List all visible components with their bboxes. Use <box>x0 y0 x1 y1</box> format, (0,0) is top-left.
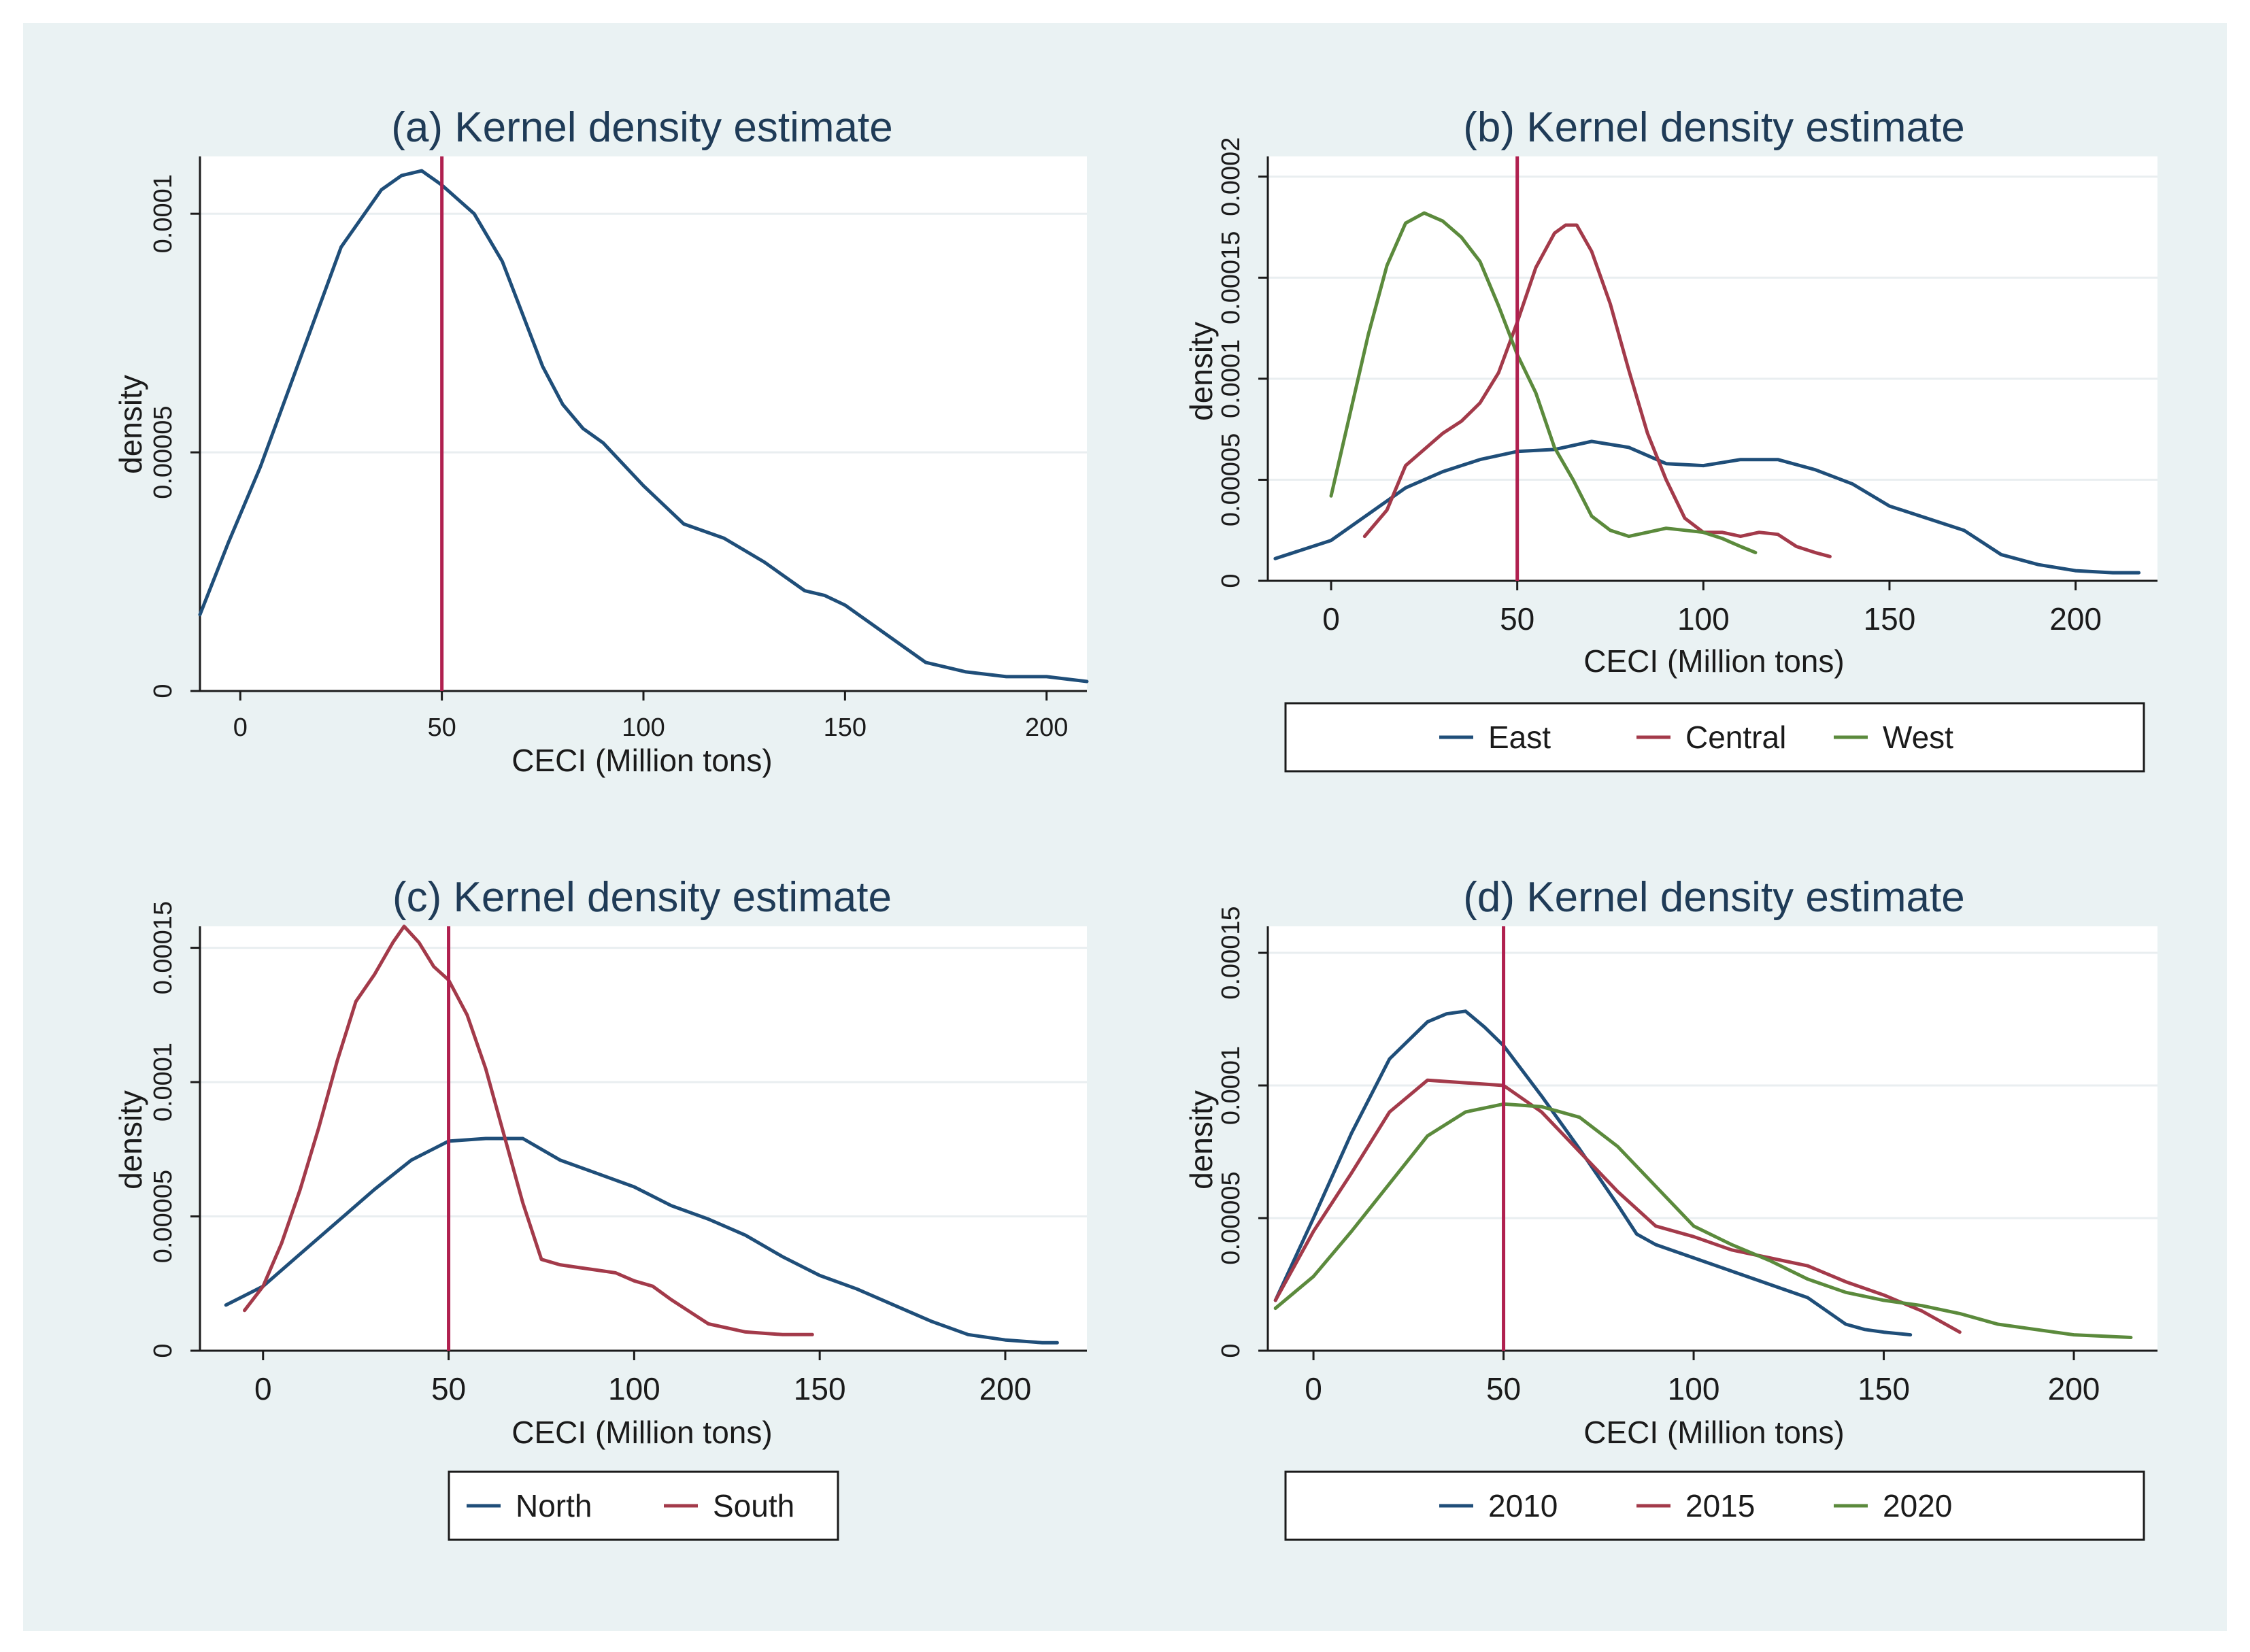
legend-label-2020: 2020 <box>1883 1488 1952 1523</box>
panel-c-plot-area <box>200 926 1087 1351</box>
x-tick-label: 0 <box>233 713 248 742</box>
x-tick-label: 100 <box>608 1371 660 1406</box>
series-line-central <box>1362 223 1832 558</box>
panel-a-plot-area <box>200 156 1087 691</box>
y-tick-label: 0.0001 <box>1217 339 1245 418</box>
x-tick-label: 100 <box>1677 601 1730 637</box>
panel-d-ylabel: density <box>1183 1090 1219 1190</box>
x-tick-label: 0 <box>1305 1371 1322 1406</box>
x-tick-label: 100 <box>1668 1371 1720 1406</box>
panel-b-ylabel: density <box>1183 322 1219 421</box>
x-tick-label: 0 <box>254 1371 272 1406</box>
legend-label-south: South <box>713 1488 794 1523</box>
legend-label-2010: 2010 <box>1488 1488 1558 1523</box>
x-tick-label: 0 <box>1322 601 1340 637</box>
panel-c-legend <box>448 1470 839 1541</box>
x-tick-label: 150 <box>794 1371 846 1406</box>
x-tick-label: 50 <box>431 1371 466 1406</box>
y-tick-label: 0.00015 <box>149 901 178 994</box>
series-line-south <box>243 924 814 1336</box>
panel-b: (b) Kernel density estimate CECI (Millio… <box>1183 104 2157 773</box>
panel-a: (a) Kernel density estimate CECI (Millio… <box>113 104 1089 778</box>
panel-d: (d) Kernel density estimate CECI (Millio… <box>1183 874 2157 1541</box>
panel-b-plot-area <box>1268 156 2157 581</box>
x-tick-label: 200 <box>979 1371 1032 1406</box>
x-tick-label: 200 <box>2048 1371 2100 1406</box>
panel-c: (c) Kernel density estimate CECI (Millio… <box>113 874 1087 1541</box>
panel-c-title: (c) Kernel density estimate <box>392 874 892 921</box>
series-line-all <box>198 169 1089 684</box>
legend-label-central: Central <box>1685 720 1786 755</box>
panel-a-ylabel: density <box>113 375 148 474</box>
legend-label-north: North <box>516 1488 592 1523</box>
series-line-north <box>224 1136 1059 1345</box>
y-tick-label: 0.00015 <box>1217 906 1245 999</box>
panel-c-ylabel: density <box>113 1090 148 1190</box>
panel-a-title: (a) Kernel density estimate <box>391 104 892 151</box>
series-line-west <box>1329 211 1758 554</box>
y-tick-label: 0.0001 <box>149 174 178 253</box>
panel-c-xlabel: CECI (Million tons) <box>511 1415 772 1450</box>
y-tick-label: 0 <box>149 1343 178 1358</box>
x-tick-label: 150 <box>824 713 867 742</box>
y-tick-label: 0 <box>149 684 178 698</box>
series-line-2015 <box>1273 1078 1962 1334</box>
panel-b-xlabel: CECI (Million tons) <box>1583 643 1844 679</box>
panel-d-plot-area <box>1268 926 2157 1351</box>
legend-label-east: East <box>1488 720 1551 755</box>
panel-b-legend <box>1284 702 2145 773</box>
panel-a-xlabel: CECI (Million tons) <box>511 743 772 778</box>
y-tick-label: 0.00005 <box>1217 433 1245 526</box>
y-tick-label: 0.00015 <box>1217 231 1245 324</box>
x-tick-label: 200 <box>1025 713 1068 742</box>
y-tick-label: 0 <box>1217 573 1245 588</box>
y-tick-label: 0.00005 <box>1217 1171 1245 1264</box>
panel-d-legend <box>1284 1470 2145 1541</box>
series-line-east <box>1273 439 2141 575</box>
y-tick-label: 0.00005 <box>149 405 178 499</box>
y-tick-label: 0 <box>1217 1343 1245 1358</box>
panel-d-xlabel: CECI (Million tons) <box>1583 1415 1844 1450</box>
x-tick-label: 50 <box>427 713 456 742</box>
y-tick-label: 0.0002 <box>1217 137 1245 216</box>
x-tick-label: 100 <box>622 713 665 742</box>
legend-label-2015: 2015 <box>1685 1488 1755 1523</box>
x-tick-label: 150 <box>1864 601 1916 637</box>
series-line-2010 <box>1273 1009 1913 1337</box>
y-tick-label: 0.0001 <box>1217 1046 1245 1125</box>
x-tick-label: 150 <box>1858 1371 1910 1406</box>
x-tick-label: 50 <box>1500 601 1534 637</box>
y-tick-label: 0.0001 <box>149 1043 178 1122</box>
panel-d-title: (d) Kernel density estimate <box>1463 874 1964 921</box>
panel-b-title: (b) Kernel density estimate <box>1463 104 1964 151</box>
x-tick-label: 200 <box>2049 601 2102 637</box>
x-tick-label: 50 <box>1486 1371 1521 1406</box>
legend-label-west: West <box>1883 720 1953 755</box>
y-tick-label: 0.00005 <box>149 1170 178 1263</box>
series-line-2020 <box>1273 1102 2133 1339</box>
